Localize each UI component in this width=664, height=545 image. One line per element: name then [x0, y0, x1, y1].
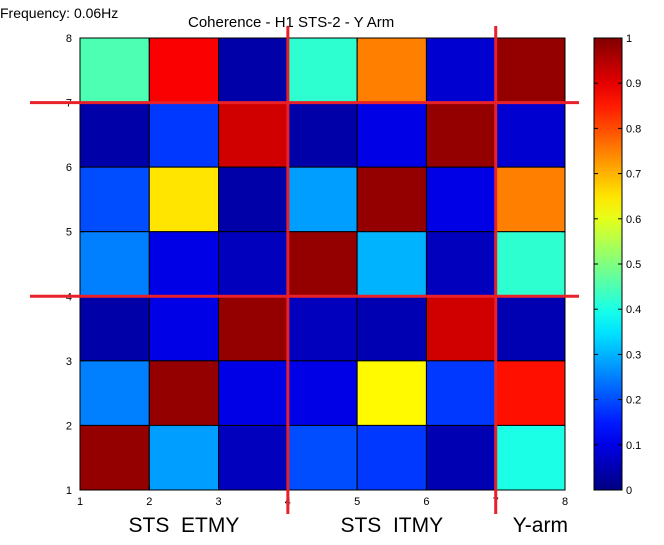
- heatmap-cell: [287, 166, 358, 233]
- colorbar: 0 0.1 0.2 0.3 0.4 0.5 0.6 0.7 0.8 0.9 1: [593, 33, 641, 497]
- y-tick-label: 3: [66, 356, 72, 368]
- heatmap-cell: [287, 424, 358, 491]
- heatmap-cell: [218, 360, 289, 426]
- heatmap-cell: [218, 166, 289, 233]
- group-label: STS ETMY: [128, 514, 239, 537]
- colorbar-tick-label: 0.5: [626, 259, 641, 271]
- heatmap-cell: [218, 102, 289, 168]
- heatmap-cell: [495, 295, 566, 362]
- heatmap-cell: [425, 295, 497, 362]
- heatmap-cell: [495, 424, 566, 491]
- colorbar-tick-label: 1: [626, 33, 632, 45]
- y-tick-label: 1: [66, 485, 72, 497]
- heatmap-cell: [356, 360, 427, 426]
- heatmap-cell: [356, 295, 427, 362]
- colorbar-tick-label: 0.6: [626, 214, 641, 226]
- heatmap-cell: [79, 102, 150, 168]
- heatmap-cell: [356, 231, 427, 297]
- y-tick-label: 5: [66, 227, 72, 239]
- colorbar-tick-label: 0.7: [626, 169, 641, 181]
- heatmap-cell: [79, 295, 150, 362]
- heatmap-cell: [79, 360, 150, 426]
- heatmap-cell: [148, 102, 220, 168]
- heatmap-cell: [79, 424, 150, 491]
- frequency-label: Frequency: 0.06Hz: [0, 5, 118, 21]
- heatmap-cell: [495, 166, 566, 233]
- heatmap-cell: [287, 37, 358, 104]
- heatmap-cell: [148, 231, 220, 297]
- y-tick-label: 6: [66, 162, 72, 174]
- x-tick-label: 8: [562, 496, 568, 508]
- heatmap-cell: [287, 360, 358, 426]
- x-tick-label: 3: [216, 496, 222, 508]
- colorbar-tick-label: 0.2: [626, 395, 641, 407]
- heatmap-cell: [287, 231, 358, 297]
- heatmap-cell: [79, 231, 150, 297]
- heatmap-cell: [148, 166, 220, 233]
- heatmap-cell: [287, 295, 358, 362]
- colorbar-tick-label: 0.1: [626, 440, 641, 452]
- heatmap-cells: [79, 37, 566, 491]
- x-tick-label: 2: [146, 496, 152, 508]
- heatmap-cell: [495, 102, 566, 168]
- heatmap-cell: [356, 424, 427, 491]
- colorbar-tick-label: 0.9: [626, 78, 641, 90]
- heatmap-cell: [495, 360, 566, 426]
- colorbar-tick-label: 0.4: [626, 304, 641, 316]
- heatmap-cell: [148, 360, 220, 426]
- colorbar-tick-label: 0.3: [626, 349, 641, 361]
- group-label: STS ITMY: [340, 514, 443, 537]
- plot-frame: [79, 37, 566, 491]
- heatmap-cell: [425, 102, 497, 168]
- x-tick-label: 5: [354, 496, 360, 508]
- group-labels: STS ETMY STS ITMY Y-arm: [128, 514, 567, 537]
- heatmap-cell: [218, 295, 289, 362]
- colorbar-tick-label: 0: [626, 485, 632, 497]
- chart-title: Coherence - H1 STS-2 - Y Arm: [188, 14, 394, 31]
- heatmap-cell: [356, 37, 427, 104]
- heatmap-cell: [356, 102, 427, 168]
- heatmap-cell: [425, 360, 497, 426]
- heatmap-cell: [495, 37, 566, 104]
- x-tick-label: 1: [77, 496, 83, 508]
- x-tick-label: 6: [423, 496, 429, 508]
- heatmap-cell: [356, 166, 427, 233]
- heatmap-cell: [148, 295, 220, 362]
- heatmap-cell: [218, 231, 289, 297]
- heatmap-cell: [218, 424, 289, 491]
- y-tick-label: 8: [66, 33, 72, 45]
- heatmap-cell: [218, 37, 289, 104]
- heatmap-cell: [425, 424, 497, 491]
- heatmap-cell: [425, 231, 497, 297]
- heatmap-cell: [148, 37, 220, 104]
- group-label: Y-arm: [513, 514, 568, 537]
- heatmap-cell: [79, 37, 150, 104]
- colorbar-tick-label: 0.8: [626, 123, 641, 135]
- heatmap-cell: [425, 166, 497, 233]
- heatmap-cell: [495, 231, 566, 297]
- heatmap-cell: [79, 166, 150, 233]
- colorbar-scale: [593, 37, 623, 491]
- heatmap-cell: [148, 424, 220, 491]
- y-tick-label: 2: [66, 420, 72, 432]
- group-separators: [30, 26, 579, 514]
- heatmap-cell: [287, 102, 358, 168]
- heatmap-cell: [425, 37, 497, 104]
